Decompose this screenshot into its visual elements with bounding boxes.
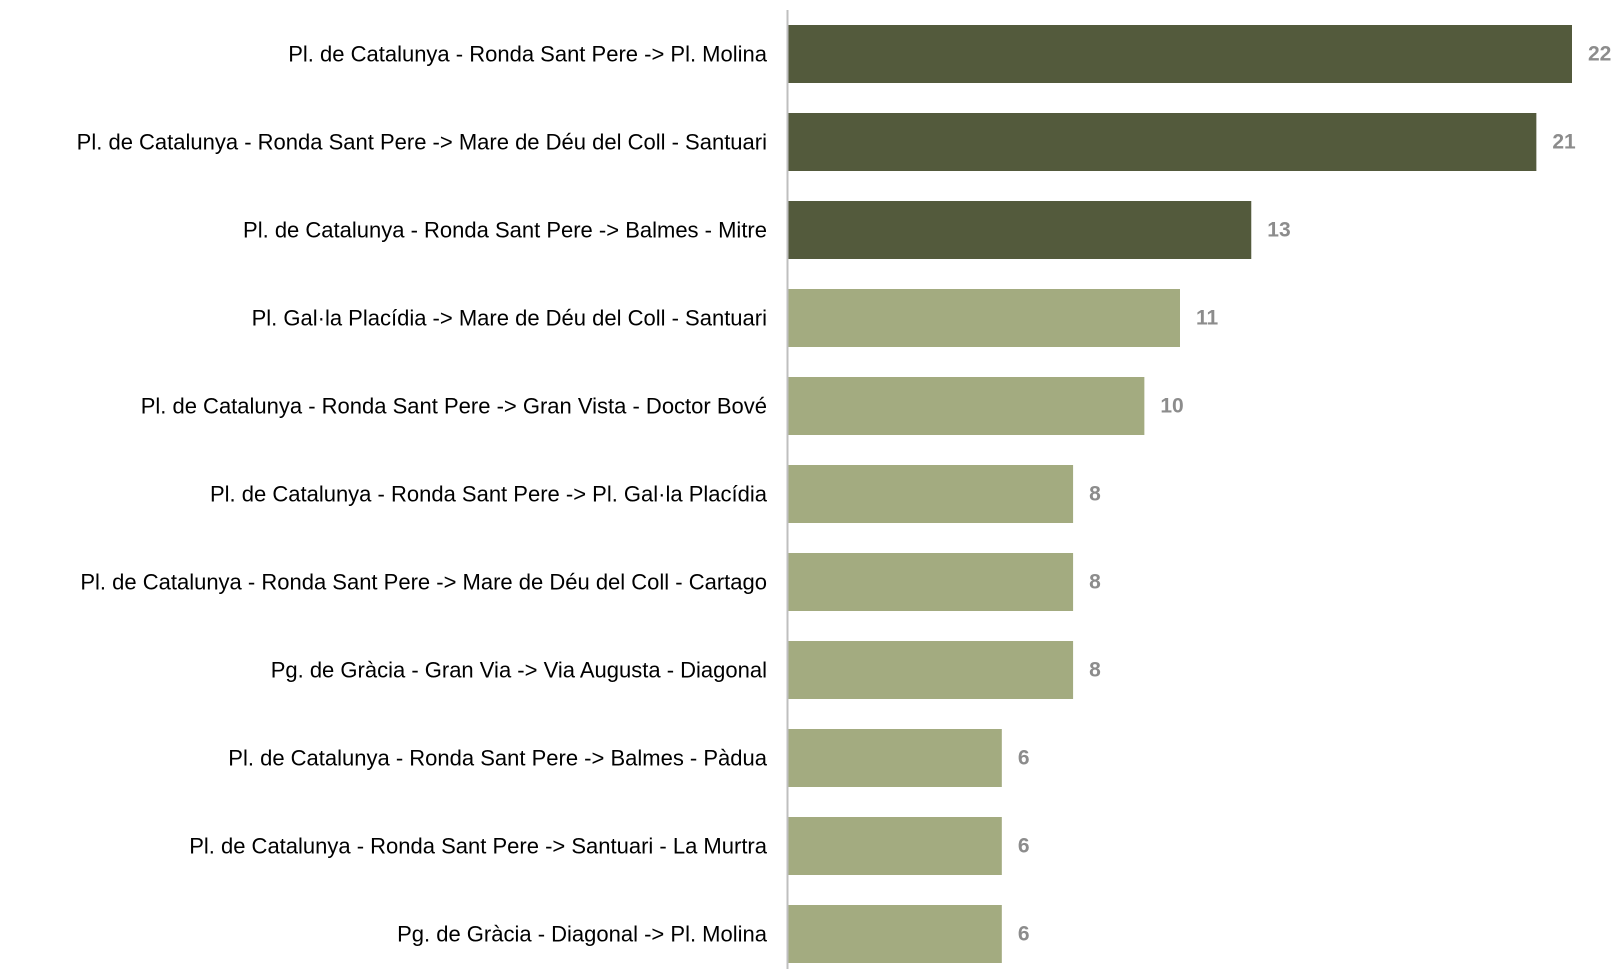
category-label: Pl. de Catalunya - Ronda Sant Pere -> Sa…	[189, 834, 768, 859]
bar	[788, 817, 1002, 875]
category-label: Pl. de Catalunya - Ronda Sant Pere -> Ba…	[243, 218, 767, 243]
category-label: Pg. de Gràcia - Gran Via -> Via Augusta …	[271, 658, 767, 683]
bar	[788, 201, 1252, 259]
bar	[788, 113, 1537, 171]
category-label: Pl. de Catalunya - Ronda Sant Pere -> Ba…	[228, 746, 767, 771]
category-label: Pg. de Gràcia - Diagonal -> Pl. Molina	[397, 922, 768, 947]
value-label: 22	[1588, 43, 1611, 66]
category-label: Pl. de Catalunya - Ronda Sant Pere -> Ma…	[80, 570, 767, 595]
value-label: 6	[1018, 835, 1030, 858]
category-label: Pl. de Catalunya - Ronda Sant Pere -> Pl…	[288, 42, 768, 67]
category-label: Pl. Gal·la Placídia -> Mare de Déu del C…	[252, 306, 767, 331]
value-label: 8	[1089, 571, 1101, 594]
value-label: 8	[1089, 659, 1101, 682]
category-label: Pl. de Catalunya - Ronda Sant Pere -> Pl…	[210, 482, 768, 507]
bar	[788, 465, 1074, 523]
value-label: 6	[1018, 747, 1030, 770]
bar	[788, 377, 1145, 435]
value-label: 21	[1552, 131, 1576, 154]
category-label: Pl. de Catalunya - Ronda Sant Pere -> Gr…	[141, 394, 767, 419]
value-label: 13	[1267, 219, 1290, 242]
bar	[788, 553, 1074, 611]
bar	[788, 641, 1074, 699]
value-label: 6	[1018, 923, 1030, 946]
category-labels-group: Pl. de Catalunya - Ronda Sant Pere -> Pl…	[77, 42, 768, 947]
bars-group	[788, 25, 1572, 963]
bar	[788, 905, 1002, 963]
bar	[788, 729, 1002, 787]
value-label: 8	[1089, 483, 1101, 506]
category-label: Pl. de Catalunya - Ronda Sant Pere -> Ma…	[77, 130, 767, 155]
bar	[788, 25, 1572, 83]
value-label: 11	[1196, 307, 1219, 330]
value-label: 10	[1160, 395, 1183, 418]
value-labels-group: 22 21 13 11 10 8 8 8 6 6 6	[1018, 43, 1612, 946]
bar	[788, 289, 1180, 347]
